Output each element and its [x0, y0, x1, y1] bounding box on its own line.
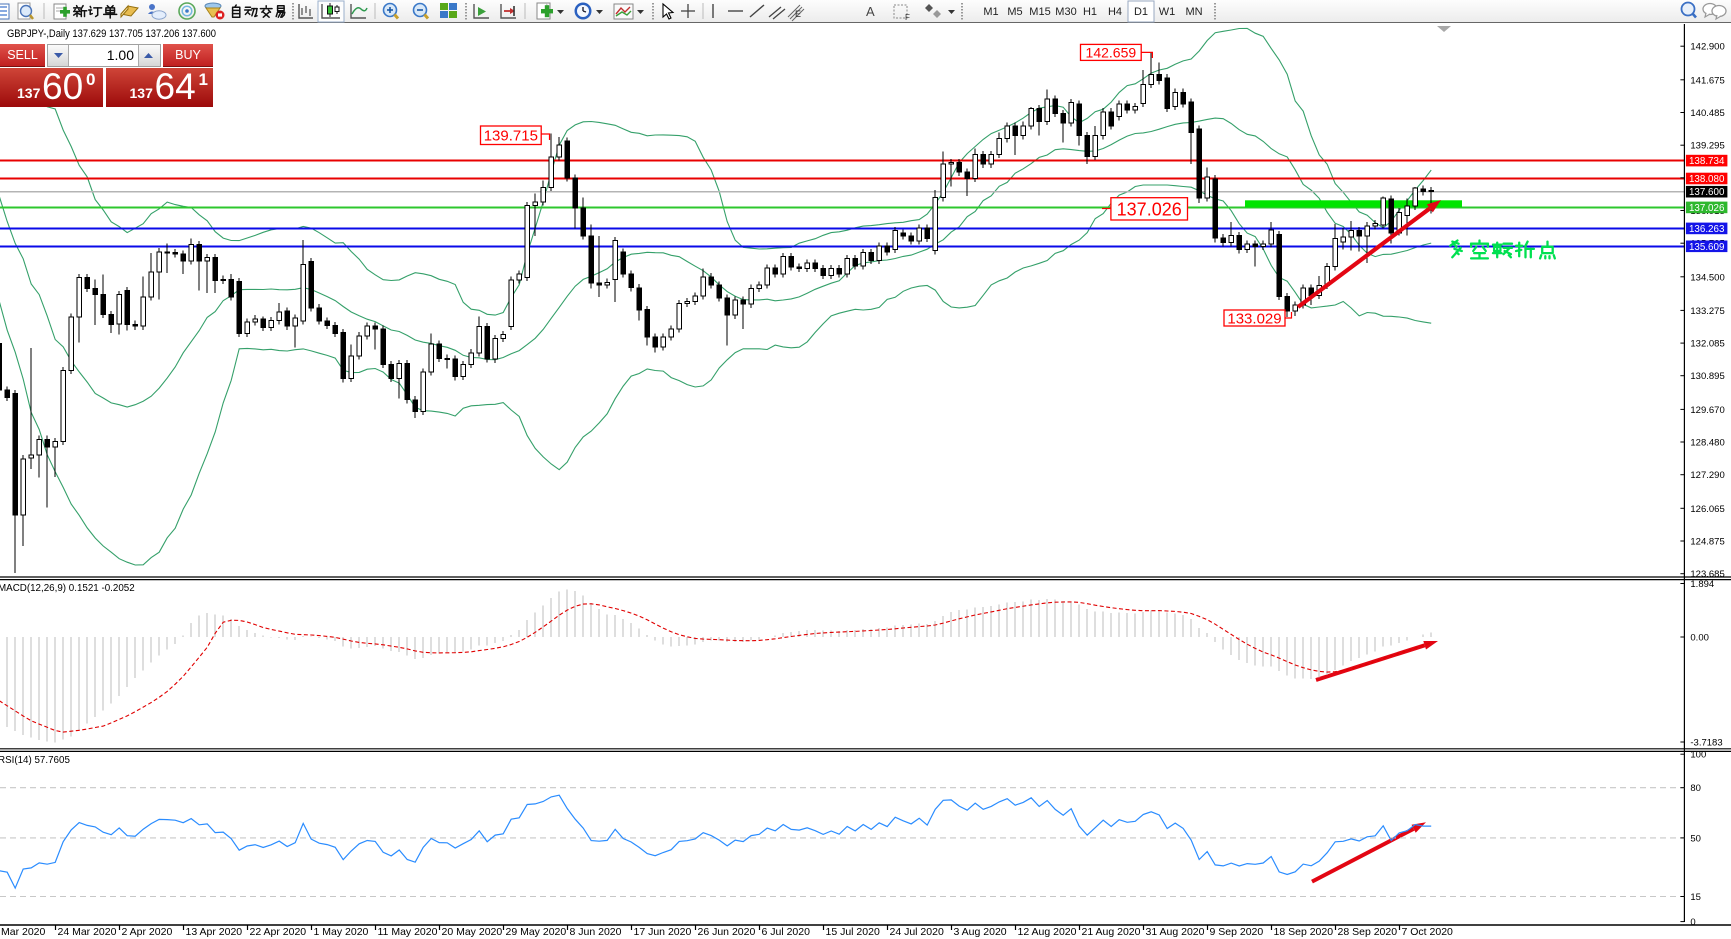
svg-text:132.085: 132.085: [1690, 339, 1724, 350]
svg-text:138.080: 138.080: [1689, 174, 1725, 185]
svg-text:A: A: [866, 4, 875, 19]
svg-text:139.295: 139.295: [1690, 141, 1724, 152]
svg-text:MN: MN: [1185, 6, 1202, 18]
svg-text:100: 100: [1690, 750, 1706, 761]
svg-text:137.600: 137.600: [1689, 187, 1725, 198]
svg-text:124.875: 124.875: [1690, 537, 1724, 548]
svg-text:8 Jun 2020: 8 Jun 2020: [570, 926, 622, 938]
svg-text:31 Aug 2020: 31 Aug 2020: [1146, 926, 1205, 938]
svg-text:22 Apr 2020: 22 Apr 2020: [250, 926, 307, 938]
svg-text:50: 50: [1690, 833, 1701, 844]
svg-text:E: E: [795, 9, 801, 19]
svg-text:28 Sep 2020: 28 Sep 2020: [1338, 926, 1398, 938]
svg-text:140.485: 140.485: [1690, 108, 1724, 119]
svg-text:127.290: 127.290: [1690, 470, 1724, 481]
svg-text:129.670: 129.670: [1690, 405, 1724, 416]
svg-text:9 Sep 2020: 9 Sep 2020: [1210, 926, 1264, 938]
svg-text:M1: M1: [983, 6, 998, 18]
svg-text:29 May 2020: 29 May 2020: [506, 926, 567, 938]
svg-text:142.900: 142.900: [1690, 42, 1724, 53]
svg-text:141.675: 141.675: [1690, 75, 1724, 86]
svg-text:21 Aug 2020: 21 Aug 2020: [1082, 926, 1141, 938]
svg-text:24 Jul 2020: 24 Jul 2020: [890, 926, 944, 938]
svg-text:18 Sep 2020: 18 Sep 2020: [1274, 926, 1334, 938]
svg-text:133.275: 133.275: [1690, 306, 1724, 317]
svg-text:20 May 2020: 20 May 2020: [442, 926, 503, 938]
svg-text:15 Jul 2020: 15 Jul 2020: [826, 926, 880, 938]
svg-text:1.894: 1.894: [1690, 579, 1714, 590]
svg-text:M15: M15: [1029, 6, 1050, 18]
svg-text:-3.7183: -3.7183: [1690, 738, 1722, 749]
svg-text:137.026: 137.026: [1689, 203, 1725, 214]
svg-text:13 Apr 2020: 13 Apr 2020: [186, 926, 243, 938]
svg-text:134.500: 134.500: [1690, 272, 1724, 283]
svg-text:M5: M5: [1007, 6, 1022, 18]
svg-text:130.895: 130.895: [1690, 371, 1724, 382]
svg-text:137.026: 137.026: [1117, 199, 1182, 219]
svg-text:80: 80: [1690, 783, 1701, 794]
svg-text:17 Jun 2020: 17 Jun 2020: [634, 926, 692, 938]
svg-text:2 Apr 2020: 2 Apr 2020: [122, 926, 173, 938]
svg-text:MACD(12,26,9) 0.1521 -0.2052: MACD(12,26,9) 0.1521 -0.2052: [0, 583, 135, 594]
svg-text:142.659: 142.659: [1086, 44, 1137, 60]
svg-text:133.029: 133.029: [1227, 310, 1281, 327]
svg-text:24 Mar 2020: 24 Mar 2020: [58, 926, 117, 938]
svg-text:135.609: 135.609: [1689, 242, 1724, 253]
svg-text:1 May 2020: 1 May 2020: [314, 926, 369, 938]
svg-text:15: 15: [1690, 892, 1701, 903]
svg-text:12 Aug 2020: 12 Aug 2020: [1018, 926, 1077, 938]
svg-text:H1: H1: [1083, 6, 1097, 18]
svg-text:Mar 2020: Mar 2020: [1, 926, 46, 938]
svg-text:F: F: [905, 13, 910, 22]
svg-text:26 Jun 2020: 26 Jun 2020: [698, 926, 756, 938]
svg-text:D1: D1: [1134, 6, 1148, 18]
svg-text:123.685: 123.685: [1690, 569, 1724, 580]
svg-text:GBPJPY-,Daily 137.629 137.705: GBPJPY-,Daily 137.629 137.705 137.206 13…: [7, 28, 216, 40]
svg-text:136.263: 136.263: [1689, 224, 1725, 235]
svg-text:RSI(14) 57.7605: RSI(14) 57.7605: [0, 755, 70, 766]
svg-text:0.00: 0.00: [1690, 633, 1709, 644]
svg-text:138.734: 138.734: [1689, 156, 1725, 167]
svg-text:W1: W1: [1159, 6, 1176, 18]
svg-text:139.715: 139.715: [484, 128, 538, 145]
svg-text:128.480: 128.480: [1690, 438, 1724, 449]
svg-text:M30: M30: [1055, 6, 1076, 18]
svg-text:6 Jul 2020: 6 Jul 2020: [762, 926, 811, 938]
svg-text:3 Aug 2020: 3 Aug 2020: [954, 926, 1007, 938]
svg-text:0: 0: [1690, 917, 1695, 928]
svg-text:126.065: 126.065: [1690, 504, 1724, 515]
svg-text:7 Oct 2020: 7 Oct 2020: [1402, 926, 1454, 938]
svg-text:11 May 2020: 11 May 2020: [378, 926, 438, 938]
svg-text:H4: H4: [1108, 6, 1122, 18]
